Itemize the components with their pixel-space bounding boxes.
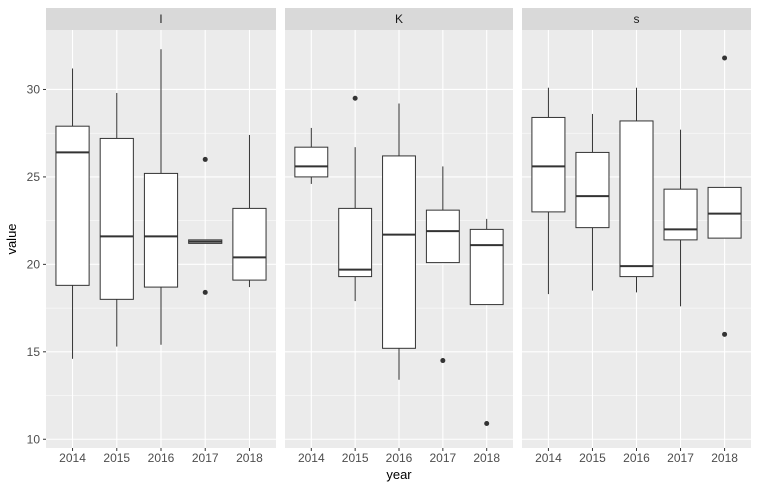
strip	[285, 8, 513, 30]
y-tick-label: 30	[27, 82, 41, 96]
box	[575, 151, 610, 229]
y-tick-label: 15	[27, 345, 41, 359]
outlier	[484, 421, 490, 427]
y-tick-label: 25	[27, 170, 41, 184]
facet-title: l	[160, 12, 163, 26]
facet-title: K	[395, 12, 403, 26]
box	[425, 209, 460, 264]
x-tick-label: 2018	[473, 451, 500, 465]
x-tick-label: 2014	[298, 451, 325, 465]
outlier	[352, 95, 358, 101]
box	[294, 146, 329, 178]
box	[531, 116, 566, 213]
outlier	[440, 358, 446, 364]
strip	[522, 8, 751, 30]
outlier	[202, 156, 208, 162]
box	[55, 125, 90, 286]
x-tick-label: 2014	[59, 451, 86, 465]
outlier	[202, 289, 208, 295]
box	[382, 155, 416, 349]
box	[338, 207, 373, 278]
box	[619, 120, 654, 278]
x-tick-label: 2015	[103, 451, 130, 465]
x-tick-label: 2016	[386, 451, 413, 465]
x-tick-label: 2014	[535, 451, 562, 465]
x-tick-label: 2018	[711, 451, 738, 465]
box	[663, 188, 698, 241]
x-tick-label: 2015	[342, 451, 369, 465]
y-tick-label: 10	[27, 432, 41, 446]
y-axis-label: value	[4, 223, 19, 254]
x-tick-label: 2016	[148, 451, 175, 465]
outlier	[722, 55, 728, 61]
box	[143, 172, 179, 288]
box	[99, 137, 134, 300]
x-tick-label: 2018	[236, 451, 263, 465]
facet-title: s	[634, 12, 640, 26]
x-tick-label: 2016	[623, 451, 650, 465]
x-tick-label: 2017	[429, 451, 456, 465]
y-tick-label: 20	[27, 257, 41, 271]
x-tick-label: 2017	[667, 451, 694, 465]
outlier	[722, 331, 728, 337]
box	[469, 228, 504, 306]
x-axis-label: year	[386, 467, 412, 482]
strip	[46, 8, 276, 30]
box	[232, 207, 267, 281]
x-tick-label: 2015	[579, 451, 606, 465]
x-tick-label: 2017	[192, 451, 219, 465]
